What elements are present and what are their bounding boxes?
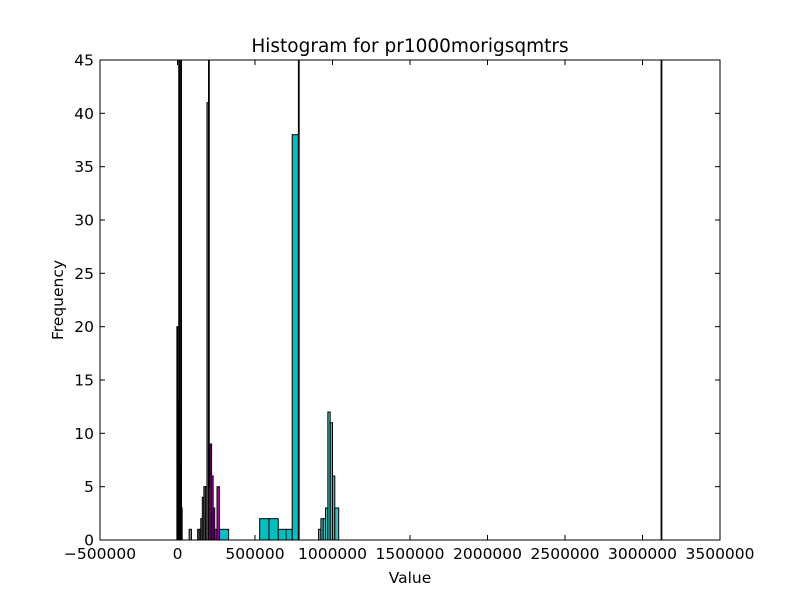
histogram-bar (285, 528, 293, 541)
y-tick-label: 40 (74, 105, 94, 123)
histogram-bar (181, 507, 183, 541)
histogram-bar (291, 134, 299, 541)
y-tick-label: 0 (84, 532, 94, 550)
histogram-bar (218, 528, 230, 541)
chart-title: Histogram for pr1000morigsqmtrs (251, 36, 568, 57)
y-tick-label: 25 (74, 265, 94, 283)
histogram-bar (268, 518, 279, 541)
histogram-bar (259, 518, 270, 541)
histogram-bar (277, 528, 287, 541)
x-axis-label: Value (389, 569, 432, 587)
x-tick-label: 1500000 (375, 545, 444, 563)
x-tick-label: 2000000 (453, 545, 522, 563)
x-tick-label: 3000000 (608, 545, 677, 563)
y-axis-label: Frequency (49, 260, 67, 340)
x-tick-label: 2500000 (530, 545, 599, 563)
y-tick-label: 15 (74, 372, 94, 390)
y-tick-label: 35 (74, 158, 94, 176)
histogram-bar (180, 59, 183, 541)
histogram-bar (297, 59, 300, 541)
y-tick-label: 45 (74, 52, 94, 70)
histogram-bar (660, 59, 663, 541)
x-tick-label: 1000000 (298, 545, 367, 563)
histogram-bar (334, 507, 340, 541)
y-tick-label: 10 (74, 425, 94, 443)
x-tick-label: 3500000 (685, 545, 754, 563)
ticks-layer: −500000 0 500000 1000000 1500000 2000000 25000… (64, 52, 755, 564)
x-tick-label: 0 (173, 545, 183, 563)
y-tick-label: 20 (74, 318, 94, 336)
y-tick-label: 5 (84, 478, 94, 496)
y-tick-label: 30 (74, 212, 94, 230)
x-tick-label: −500000 (64, 545, 136, 563)
x-tick-label: 500000 (225, 545, 284, 563)
histogram-bar (188, 528, 192, 541)
